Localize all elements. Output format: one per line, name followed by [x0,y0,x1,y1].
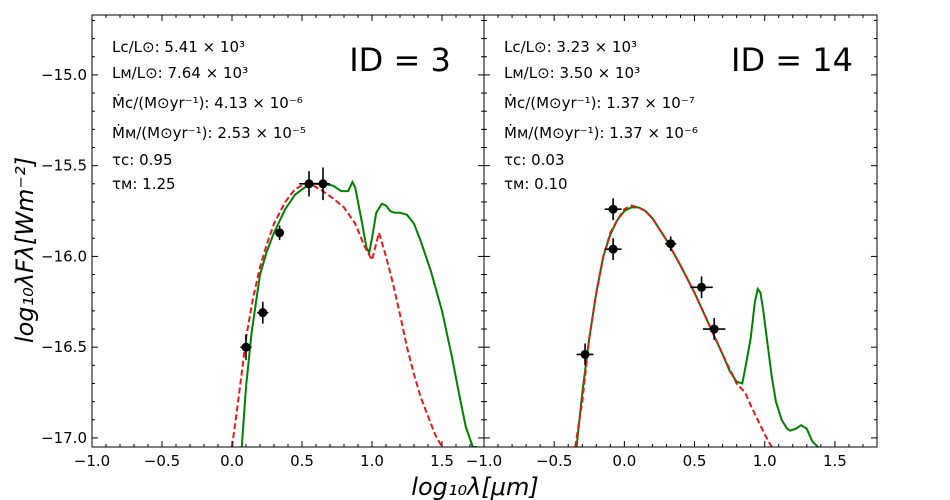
parameter-annotation: Lᴍ/L⊙: 3.50 × 10³ [504,64,640,82]
photometry-point [318,179,328,189]
x-tick-label: 1.0 [360,452,384,470]
x-tick-label: −1.0 [74,452,110,470]
x-tick-label: −0.5 [144,452,180,470]
y-tick-label: −16.5 [41,338,87,356]
oxygen-rich-model-line [231,182,443,447]
photometry-point [608,204,618,214]
x-tick-label: 0.0 [612,452,636,470]
parameter-annotation: Ṁᴄ/(M⊙yr⁻¹): 4.13 × 10⁻⁶ [112,93,303,112]
panel-id-3: −1.0 −0.5 0.0 0.5 1.0 1.5 −15.0 −15.5 −16.0 −16.5… [41,14,485,470]
parameter-annotation: τᴄ: 0.03 [504,151,565,169]
oxygen-rich-model-line [574,204,773,447]
x-tick-label: 0.5 [683,452,707,470]
photometry-point [304,179,314,189]
x-tick-label: 1.5 [430,452,454,470]
photometry-point [709,324,719,334]
parameter-annotation: Lᴄ/L⊙: 5.41 × 10³ [112,38,245,56]
y-axis-label: log₁₀λFλ[Wm⁻²] [11,157,39,343]
panel-id-label: ID = 3 [349,41,451,79]
photometry-point [258,308,268,318]
photometry-point [697,282,707,292]
x-axis-label: log₁₀λ[μm] [411,473,538,500]
parameter-annotation: Ṁᴄ/(M⊙yr⁻¹): 1.37 × 10⁻⁷ [504,93,695,112]
photometry-point [580,349,590,359]
x-tick-label: 1.0 [753,452,777,470]
panel-id-label: ID = 14 [731,41,853,79]
carbon-rich-model-line [240,179,477,447]
panel-id-14: −1.0 −0.5 0.0 0.5 1.0 1.5 ID = 14 Lᴄ/L⊙: 3.23 ×… [466,14,878,470]
y-tick-label: −17.0 [41,429,87,447]
parameter-annotation: τᴄ: 0.95 [112,151,173,169]
y-tick-label: −15.0 [41,66,87,84]
x-tick-label: −0.5 [536,452,572,470]
parameter-annotation: Ṁᴍ/(M⊙yr⁻¹): 2.53 × 10⁻⁵ [112,123,306,142]
parameter-annotation: τᴍ: 1.25 [112,175,176,193]
parameter-annotation: τᴍ: 0.10 [504,175,568,193]
parameter-annotation: Lᴍ/L⊙: 7.64 × 10³ [112,64,248,82]
parameter-annotation: Ṁᴍ/(M⊙yr⁻¹): 1.37 × 10⁻⁶ [504,123,698,142]
y-tick-label: −16.0 [41,247,87,265]
x-tick-label: 0.5 [290,452,314,470]
x-tick-label: −1.0 [466,452,502,470]
x-tick-label: 1.5 [823,452,847,470]
x-tick-label: 0.0 [220,452,244,470]
photometry-point [275,228,285,238]
parameter-annotation: Lᴄ/L⊙: 3.23 × 10³ [504,38,637,56]
photometry-point [608,244,618,254]
photometry-point [666,239,676,249]
y-tick-label: −15.5 [41,157,87,175]
photometry-point [241,342,251,352]
